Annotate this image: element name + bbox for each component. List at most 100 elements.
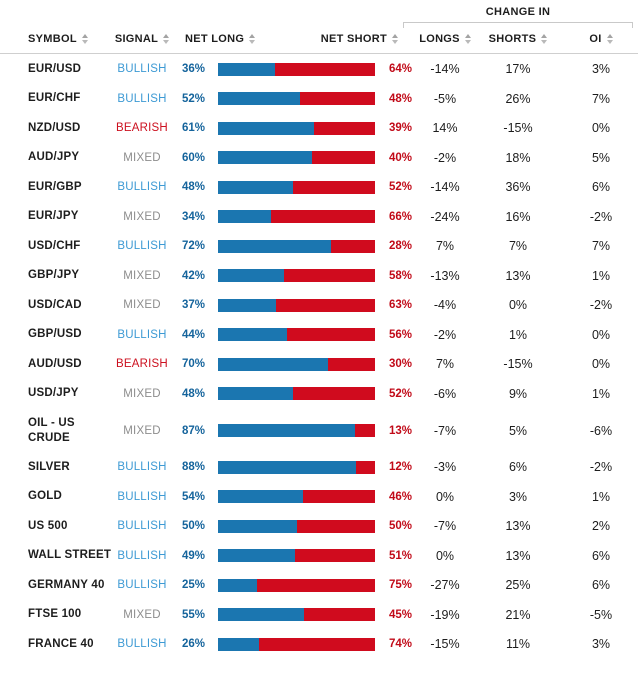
change-in-bracket xyxy=(403,22,633,28)
change-shorts-value: 36% xyxy=(505,180,531,195)
symbol-link[interactable]: GOLD xyxy=(28,490,63,503)
change-longs-value: 14% xyxy=(432,121,458,136)
column-header-symbol[interactable]: SYMBOL xyxy=(28,33,114,45)
symbol-link[interactable]: GBP/USD xyxy=(28,328,82,341)
change-longs-value: -14% xyxy=(430,180,460,195)
change-oi-value: -2% xyxy=(589,460,613,475)
column-header-longs-label: LONGS xyxy=(419,33,460,45)
net-long-bar-segment xyxy=(218,387,294,401)
symbol-link[interactable]: GBP/JPY xyxy=(28,269,80,282)
table-row: SILVER BULLISH 88% 12% -3% 6% -2% xyxy=(0,453,638,483)
net-short-bar-segment xyxy=(276,298,375,312)
signal-badge: MIXED xyxy=(123,269,161,282)
change-oi-value: 1% xyxy=(591,489,611,504)
sentiment-bar xyxy=(218,608,375,622)
net-long-bar-segment xyxy=(218,121,314,135)
symbol-link[interactable]: EUR/USD xyxy=(28,62,82,75)
signal-badge: BEARISH xyxy=(116,122,168,135)
symbol-link[interactable]: AUD/JPY xyxy=(28,151,80,164)
change-oi-value: 1% xyxy=(591,268,611,283)
net-short-bar-segment xyxy=(287,328,375,342)
change-shorts-value: 26% xyxy=(505,91,531,106)
symbol-link[interactable]: GERMANY 40 xyxy=(28,578,105,591)
column-header-net-long[interactable]: NET LONG xyxy=(170,33,265,45)
symbol-link[interactable]: USD/JPY xyxy=(28,387,79,400)
net-long-bar-segment xyxy=(218,460,357,474)
column-header-oi-label: OI xyxy=(589,33,602,45)
sentiment-bar xyxy=(218,239,375,253)
sort-icon xyxy=(163,34,170,44)
change-oi-value: 2% xyxy=(591,519,611,534)
signal-badge: MIXED xyxy=(123,299,161,312)
net-long-percent: 55% xyxy=(181,608,205,621)
column-header-shorts[interactable]: SHORTS xyxy=(478,33,558,45)
net-long-bar-segment xyxy=(218,490,303,504)
symbol-link[interactable]: USD/CAD xyxy=(28,298,82,311)
net-short-percent: 40% xyxy=(388,151,412,164)
signal-badge: MIXED xyxy=(123,424,161,437)
change-oi-value: -5% xyxy=(589,607,613,622)
net-short-percent: 39% xyxy=(388,122,412,135)
sentiment-bar xyxy=(218,460,375,474)
net-short-bar-segment xyxy=(294,549,375,563)
change-shorts-value: 0% xyxy=(508,298,528,313)
net-short-bar-segment xyxy=(293,180,375,194)
signal-badge: BULLISH xyxy=(117,328,167,341)
net-short-percent: 58% xyxy=(388,269,412,282)
table-row: FRANCE 40 BULLISH 26% 74% -15% 11% 3% xyxy=(0,630,638,660)
symbol-link[interactable]: US 500 xyxy=(28,519,68,532)
net-short-bar-segment xyxy=(312,151,375,165)
table-row: EUR/USD BULLISH 36% 64% -14% 17% 3% xyxy=(0,55,638,85)
table-row: GBP/JPY MIXED 42% 58% -13% 13% 1% xyxy=(0,261,638,291)
symbol-link[interactable]: USD/CHF xyxy=(28,239,81,252)
net-long-percent: 72% xyxy=(181,240,205,253)
net-long-percent: 37% xyxy=(181,299,205,312)
change-shorts-value: 6% xyxy=(508,460,528,475)
net-short-percent: 28% xyxy=(388,240,412,253)
symbol-link[interactable]: EUR/JPY xyxy=(28,210,79,223)
symbol-link[interactable]: SILVER xyxy=(28,460,70,473)
symbol-link[interactable]: WALL STREET xyxy=(28,549,112,562)
column-header-longs[interactable]: LONGS xyxy=(412,33,478,45)
table-row: GBP/USD BULLISH 44% 56% -2% 1% 0% xyxy=(0,320,638,350)
table-row: GERMANY 40 BULLISH 25% 75% -27% 25% 6% xyxy=(0,571,638,601)
symbol-link[interactable]: NZD/USD xyxy=(28,121,81,134)
change-shorts-value: 5% xyxy=(508,423,528,438)
signal-badge: BULLISH xyxy=(117,549,167,562)
net-short-bar-segment xyxy=(274,62,375,76)
change-oi-value: -6% xyxy=(589,423,613,438)
change-shorts-value: 9% xyxy=(508,386,528,401)
sentiment-bar xyxy=(218,490,375,504)
net-long-percent: 36% xyxy=(181,63,205,76)
sentiment-bar xyxy=(218,424,375,437)
sentiment-bar xyxy=(218,519,375,533)
change-shorts-value: -15% xyxy=(503,121,533,136)
sentiment-bar xyxy=(218,298,375,312)
net-short-bar-segment xyxy=(304,608,375,622)
change-longs-value: -2% xyxy=(433,150,457,165)
net-short-percent: 56% xyxy=(388,328,412,341)
table-row: EUR/CHF BULLISH 52% 48% -5% 26% 7% xyxy=(0,84,638,114)
net-long-bar-segment xyxy=(218,239,332,253)
column-header-symbol-label: SYMBOL xyxy=(28,33,77,45)
change-oi-value: -2% xyxy=(589,209,613,224)
column-header-net-short[interactable]: NET SHORT xyxy=(265,33,412,45)
symbol-link[interactable]: FRANCE 40 xyxy=(28,637,94,650)
symbol-link[interactable]: EUR/CHF xyxy=(28,92,81,105)
symbol-link[interactable]: EUR/GBP xyxy=(28,180,82,193)
net-long-bar-segment xyxy=(218,357,328,371)
sort-icon xyxy=(249,34,256,44)
column-header-oi[interactable]: OI xyxy=(566,33,636,45)
symbol-link[interactable]: AUD/USD xyxy=(28,357,82,370)
symbol-link[interactable]: OIL - US CRUDE xyxy=(28,416,75,444)
net-long-percent: 54% xyxy=(181,490,205,503)
column-header-net-long-label: NET LONG xyxy=(185,33,245,45)
column-header-signal[interactable]: SIGNAL xyxy=(114,33,170,45)
sentiment-bar xyxy=(218,180,375,194)
change-oi-value: 6% xyxy=(591,578,611,593)
symbol-link[interactable]: FTSE 100 xyxy=(28,608,82,621)
net-short-bar-segment xyxy=(302,490,375,504)
change-oi-value: 0% xyxy=(591,357,611,372)
net-short-bar-segment xyxy=(258,637,375,651)
net-long-bar-segment xyxy=(218,180,294,194)
